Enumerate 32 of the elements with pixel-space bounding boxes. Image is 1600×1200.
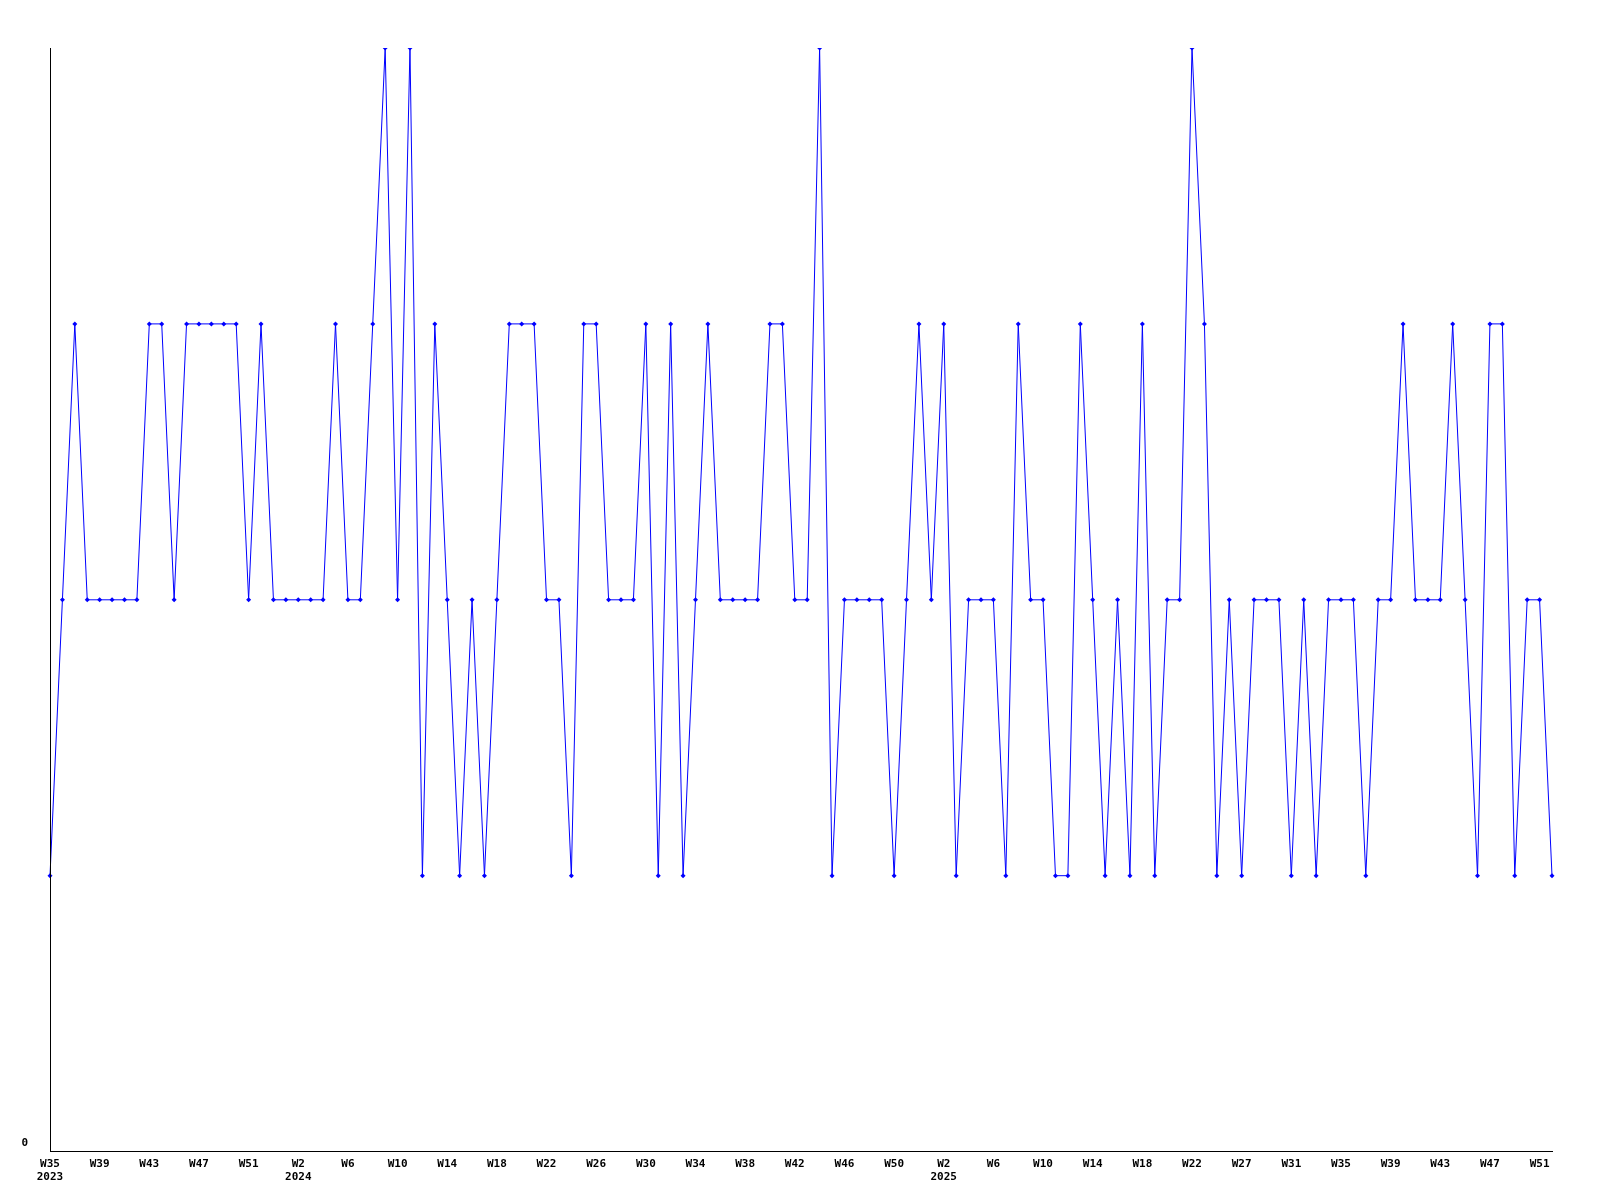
- x-tick-label: W26: [586, 1157, 607, 1171]
- x-tick-label: W51: [1529, 1157, 1550, 1171]
- x-tick-label: W10: [387, 1157, 408, 1171]
- x-tick-label: W39: [89, 1157, 110, 1171]
- x-tick-label: W18: [1132, 1157, 1153, 1171]
- x-tick-label: W2 2025: [930, 1157, 957, 1184]
- text: 0: [21, 1136, 28, 1150]
- x-tick-label: W22: [1182, 1157, 1202, 1171]
- x-tick-label: W46: [834, 1157, 855, 1171]
- x-tick-label: W35 2023: [36, 1157, 64, 1184]
- x-tick-label: W22: [536, 1157, 557, 1171]
- x-tick-label: W6: [986, 1157, 1001, 1171]
- x-tick-label: W30: [635, 1157, 656, 1171]
- x-tick-label: W27: [1231, 1157, 1252, 1171]
- x-tick-label: W47: [189, 1157, 209, 1171]
- x-tick-label: W34: [685, 1157, 706, 1171]
- x-tick-label: W18: [486, 1157, 507, 1171]
- x-tick-label: W31: [1281, 1157, 1302, 1171]
- x-tick-label: W35: [1331, 1157, 1351, 1171]
- x-tick-label: W51: [238, 1157, 259, 1171]
- x-tick-label: W2 2024: [285, 1157, 312, 1184]
- x-tick-label: W14: [437, 1157, 458, 1171]
- x-tick-label: W42: [784, 1157, 805, 1171]
- x-tick-label: W39: [1380, 1157, 1401, 1171]
- x-tick-label: W6: [341, 1157, 355, 1171]
- x-tick-label: W43: [139, 1157, 160, 1171]
- x-tick-label: W10: [1033, 1157, 1053, 1171]
- x-tick-label: W50: [884, 1157, 905, 1171]
- x-tick-label: W43: [1430, 1157, 1451, 1171]
- x-tick-label: W38: [735, 1157, 756, 1171]
- x-tick-label: W14: [1082, 1157, 1104, 1171]
- x-tick-label: W47: [1480, 1157, 1500, 1171]
